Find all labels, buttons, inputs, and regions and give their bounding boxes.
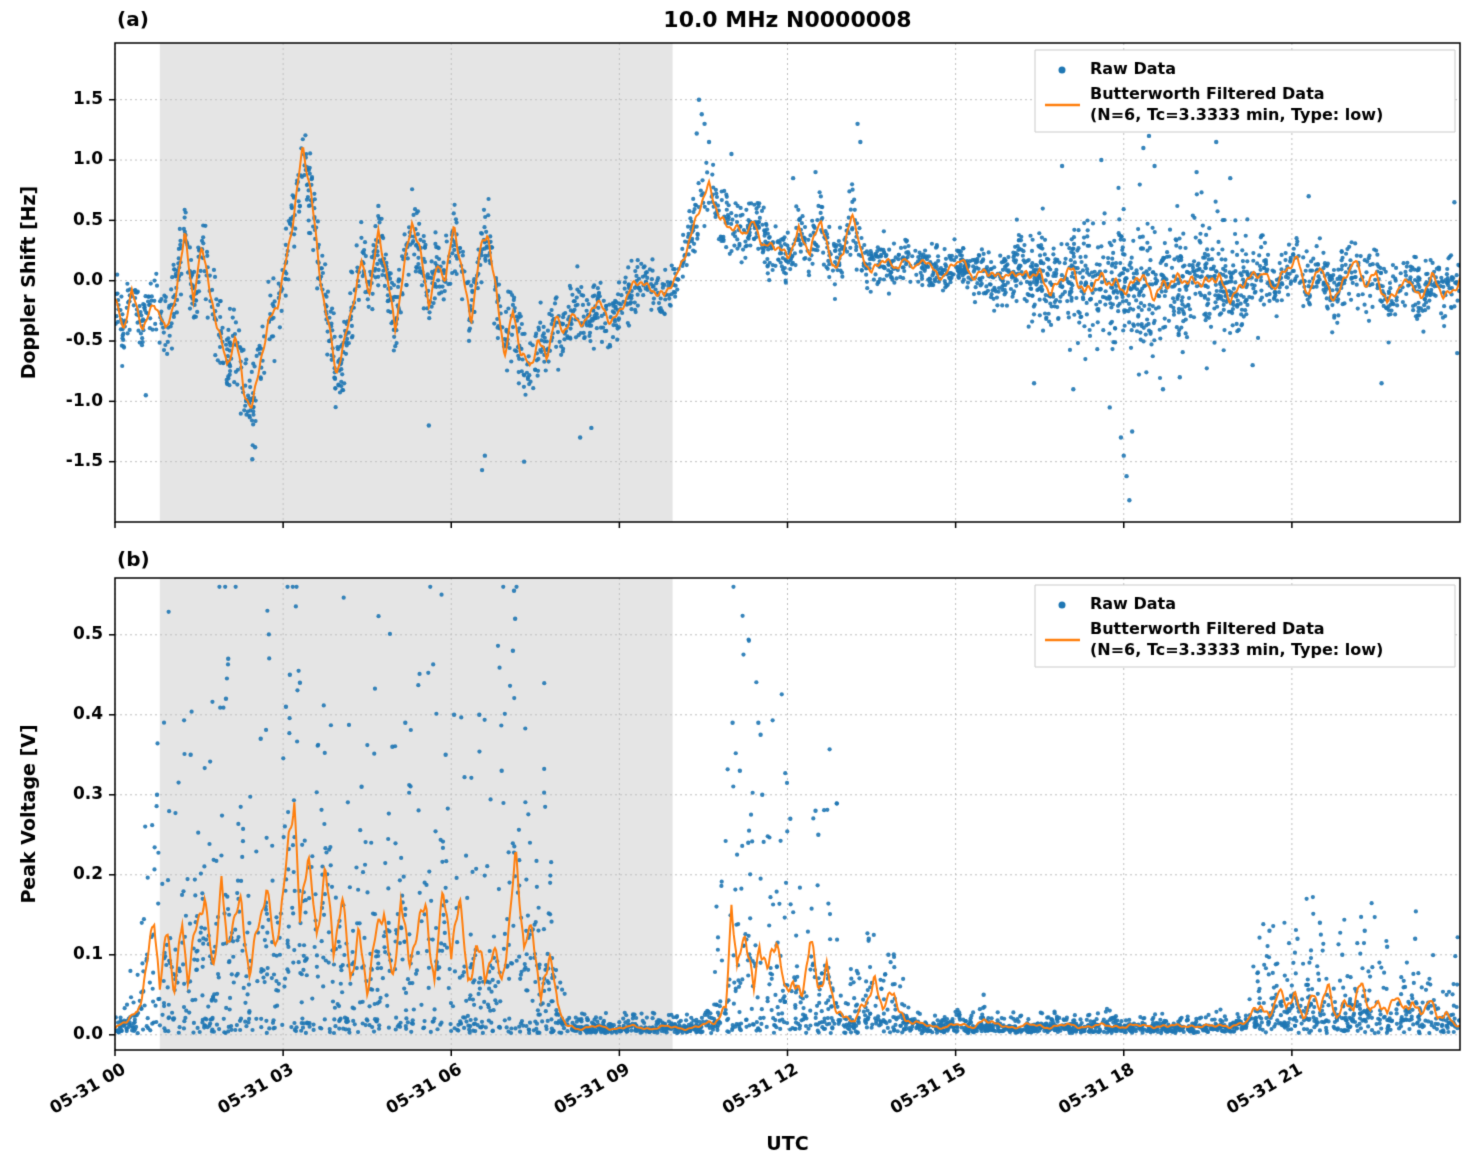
doppler-voltage-figure [0, 0, 1472, 1172]
chart-canvas [0, 0, 1472, 1172]
